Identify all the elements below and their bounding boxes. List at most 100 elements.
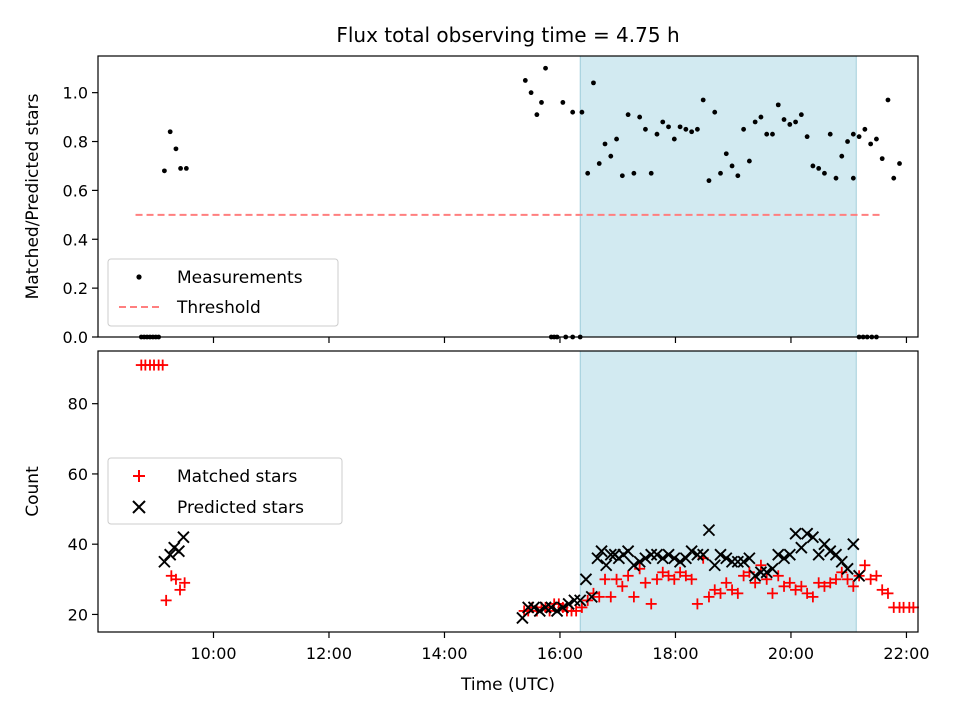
matched-star-point [674, 566, 686, 578]
threshold-legend-label: Threshold [176, 298, 261, 318]
bottom-y-axis-label: Count [23, 466, 43, 517]
predicted-star-point [685, 545, 698, 558]
measurement-point [162, 168, 167, 174]
bottom-legend-box [107, 457, 343, 525]
measurement-point [178, 166, 183, 171]
matched-star-point [709, 584, 721, 596]
matched-star-point [813, 577, 825, 589]
bottom-marks [135, 359, 919, 625]
matched-star-point [657, 566, 669, 578]
measurement-point [666, 124, 671, 130]
measurement-point [683, 126, 689, 132]
predicted-star-point [562, 597, 575, 611]
predicted-star-point [812, 548, 825, 561]
measurement-point [528, 90, 534, 96]
bottom-y-ticks: 20 40 60 80 [68, 395, 98, 624]
top-y-tick-label: 0.0 [63, 328, 88, 347]
top-panel: 0.0 0.2 0.4 0.6 0.8 1.0 Matched/Predicted sta… [23, 55, 919, 347]
predicted-star-point [783, 548, 796, 561]
predicted-star-point [754, 566, 768, 579]
matched-star-point [766, 587, 778, 599]
predicted-star-point [737, 555, 750, 568]
predicted-star-point [841, 562, 854, 575]
matched-star-point [628, 591, 640, 603]
predicted-star-point [777, 552, 791, 565]
top-y-axis-label: Matched/Predicted stars [23, 93, 43, 299]
matched-star-point [732, 587, 744, 599]
matched-star-point [907, 601, 919, 613]
measurement-point [839, 153, 845, 159]
x-tick-label: 16:00 [537, 644, 583, 663]
top-y-ticks: 0.0 0.2 0.4 0.6 0.8 1.0 [63, 84, 98, 347]
matched-star-point [663, 570, 675, 582]
matched-star-point [738, 570, 750, 582]
matched-star-point [720, 577, 732, 589]
predicted-star-point [545, 601, 558, 614]
measurement-point [700, 97, 706, 103]
top-axes-frame [97, 55, 919, 338]
predicted-star-point [852, 569, 866, 582]
measurement-point [891, 175, 897, 181]
predicted-star-point [177, 530, 190, 544]
predicted-star-point [639, 552, 652, 565]
measurement-point [671, 136, 677, 142]
top-legend: Measurements Threshold [107, 258, 339, 327]
measurement-point [850, 131, 856, 137]
measurement-point [781, 117, 787, 122]
measurement-point [827, 131, 833, 137]
matched-star-point [651, 573, 663, 585]
predicted-star-point [591, 552, 604, 565]
matched-star-point [726, 584, 738, 596]
matched-star-point [778, 580, 790, 592]
measurement-point [746, 158, 752, 164]
matched-star-point [836, 566, 848, 578]
measurement-point [660, 119, 666, 125]
measurement-point [643, 126, 648, 132]
predicted-star-point [748, 569, 762, 582]
predicted-star-point [714, 548, 727, 561]
predicted-star-point [604, 548, 617, 561]
predicted-star-point [656, 552, 669, 565]
x-tick-label: 12:00 [306, 644, 352, 663]
matched-star-point [842, 573, 854, 585]
measurement-point [167, 129, 173, 135]
matched-star-point [790, 584, 802, 596]
predicted-legend-marker [132, 500, 146, 514]
predicted-star-point [708, 559, 721, 572]
x-tick-label: 10:00 [190, 644, 236, 663]
measurement-point [712, 109, 718, 115]
matched-star-point [686, 573, 698, 585]
predicted-star-point [516, 611, 529, 625]
measurement-point [677, 124, 683, 130]
matched-star-point [160, 594, 172, 606]
bottom-panel: 20 40 60 80 10:00 12:00 14:00 16:00 18:00 20:00 2… [23, 350, 930, 695]
predicted-star-point [627, 559, 641, 572]
measurement-point [845, 139, 850, 144]
top-marks [135, 65, 902, 340]
matched-star-point [818, 580, 830, 592]
measurement-point [560, 100, 566, 105]
predicted-star-point [633, 555, 646, 568]
top-legend-box [107, 258, 339, 327]
predicted-star-point [668, 552, 681, 565]
predicted-star-point [824, 545, 837, 558]
matched-star-point [870, 570, 882, 582]
predicted-star-point [772, 548, 785, 561]
measurement-point [591, 80, 596, 86]
matched-star-point [715, 587, 727, 599]
predicted-star-point [800, 527, 814, 540]
matched-star-point [824, 577, 836, 589]
measurement-point [534, 112, 540, 118]
predicted-star-point [662, 548, 675, 561]
measurement-point [619, 173, 625, 179]
predicted-star-point [556, 601, 570, 614]
measurement-point [173, 146, 179, 152]
measurement-point [874, 136, 879, 142]
bottom-axes-frame [97, 350, 919, 633]
bot-y-tick-label: 40 [68, 535, 88, 554]
predicted-star-point [527, 601, 541, 614]
predicted-star-point [795, 541, 808, 554]
measurement-point [585, 170, 591, 176]
matched-star-point [668, 573, 680, 585]
